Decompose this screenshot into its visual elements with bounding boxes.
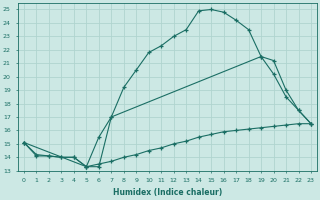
X-axis label: Humidex (Indice chaleur): Humidex (Indice chaleur) [113,188,222,197]
